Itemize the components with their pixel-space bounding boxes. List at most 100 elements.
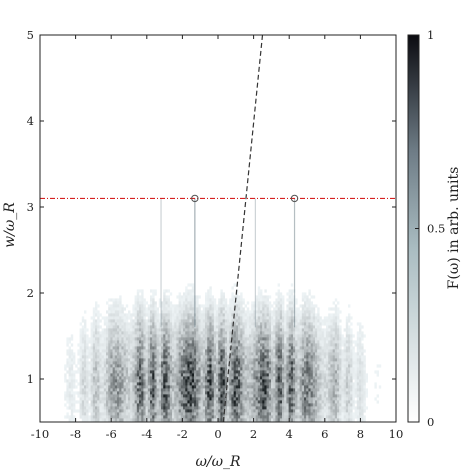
heatmap-cell: [187, 355, 190, 359]
heatmap-cell: [279, 346, 283, 350]
heatmap-cell: [150, 358, 153, 362]
heatmap-cell: [132, 343, 135, 347]
heatmap-cell: [235, 397, 239, 401]
heatmap-cell: [229, 313, 232, 317]
heatmap-cell: [150, 340, 153, 344]
heatmap-cell: [260, 337, 263, 341]
heatmap-cell: [273, 400, 276, 404]
heatmap-cell: [361, 373, 364, 377]
heatmap-cell: [121, 331, 124, 335]
heatmap-cell: [297, 370, 300, 374]
heatmap-cell: [332, 325, 335, 329]
heatmap-cell: [216, 304, 219, 308]
heatmap-cell: [308, 298, 311, 302]
heatmap-cell: [312, 304, 316, 308]
heatmap-cell: [227, 319, 230, 323]
heatmap-cell: [86, 352, 89, 356]
heatmap-cell: [317, 385, 320, 389]
heatmap-cell: [348, 334, 351, 338]
heatmap-cell: [334, 331, 338, 335]
heatmap-cell: [90, 346, 93, 350]
heatmap-cell: [84, 340, 87, 344]
heatmap-cell: [110, 328, 113, 332]
heatmap-cell: [310, 301, 313, 305]
heatmap-cell: [205, 340, 208, 344]
heatmap-cell: [271, 388, 274, 392]
heatmap-cell: [233, 355, 236, 359]
heatmap-cell: [279, 310, 283, 314]
heatmap-cell: [121, 397, 124, 401]
heatmap-cell: [304, 346, 307, 350]
heatmap-cell: [68, 376, 71, 380]
heatmap-cell: [257, 334, 261, 338]
heatmap-cell: [317, 337, 320, 341]
heatmap-cell: [304, 382, 307, 386]
heatmap-cell: [176, 322, 179, 326]
heatmap-cell: [363, 382, 366, 386]
heatmap-cell: [176, 349, 179, 353]
heatmap-cell: [229, 412, 232, 416]
heatmap-cell: [95, 325, 98, 329]
heatmap-cell: [354, 382, 357, 386]
heatmap-cell: [180, 325, 184, 329]
heatmap-cell: [167, 334, 170, 338]
heatmap-cell: [169, 388, 173, 392]
heatmap-cell: [231, 376, 234, 380]
heatmap-cell: [220, 364, 223, 368]
heatmap-cell: [68, 391, 71, 395]
heatmap-cell: [334, 343, 338, 347]
heatmap-cell: [328, 334, 331, 338]
heatmap-cell: [240, 298, 243, 302]
heatmap-cell: [97, 403, 100, 407]
heatmap-cell: [356, 352, 360, 356]
heatmap-cell: [284, 379, 287, 383]
heatmap-cell: [326, 316, 329, 320]
heatmap-cell: [277, 373, 280, 377]
heatmap-cell: [310, 364, 313, 368]
heatmap-cell: [218, 337, 221, 341]
heatmap-cell: [359, 373, 362, 377]
heatmap-cell: [290, 322, 294, 326]
heatmap-cell: [319, 367, 322, 371]
heatmap-cell: [262, 373, 265, 377]
heatmap-cell: [220, 352, 223, 356]
heatmap-cell: [211, 340, 214, 344]
heatmap-cell: [207, 349, 210, 353]
heatmap-cell: [103, 385, 107, 389]
heatmap-cell: [218, 316, 221, 320]
heatmap-cell: [207, 289, 210, 293]
heatmap-cell: [209, 394, 212, 398]
heatmap-cell: [205, 292, 208, 296]
heatmap-cell: [299, 346, 302, 350]
heatmap-cell: [73, 358, 76, 362]
heatmap-cell: [354, 385, 357, 389]
heatmap-cell: [304, 325, 307, 329]
heatmap-cell: [345, 406, 349, 410]
heatmap-cell: [268, 373, 272, 377]
heatmap-cell: [330, 382, 333, 386]
heatmap-cell: [73, 370, 76, 374]
heatmap-cell: [145, 415, 148, 419]
heatmap-cell: [266, 319, 269, 323]
heatmap-cell: [174, 361, 177, 365]
heatmap-cell: [264, 400, 267, 404]
heatmap-cell: [240, 346, 243, 350]
heatmap-cell: [167, 358, 170, 362]
heatmap-cell: [172, 328, 175, 332]
heatmap-cell: [194, 403, 197, 407]
heatmap-cell: [235, 391, 239, 395]
heatmap-cell: [136, 406, 140, 410]
heatmap-cell: [310, 310, 313, 314]
heatmap-cell: [332, 307, 335, 311]
heatmap-cell: [350, 334, 353, 338]
heatmap-cell: [290, 379, 294, 383]
heatmap-cell: [279, 400, 283, 404]
heatmap-cell: [150, 364, 153, 368]
heatmap-cell: [284, 316, 287, 320]
heatmap-cell: [257, 373, 261, 377]
heatmap-cell: [141, 289, 144, 293]
heatmap-cell: [277, 364, 280, 368]
heatmap-cell: [286, 385, 289, 389]
heatmap-cell: [139, 403, 142, 407]
heatmap-cell: [238, 313, 241, 317]
